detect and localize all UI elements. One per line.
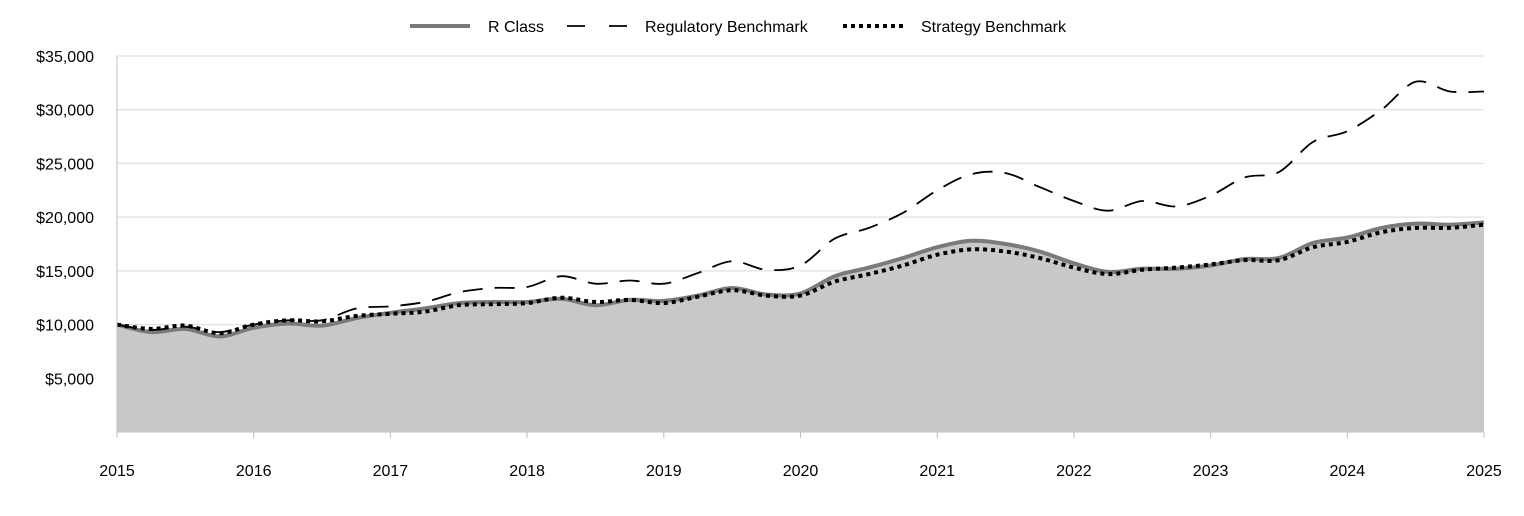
x-tick-label: 2015 [99,463,135,480]
y-tick-label: $35,000 [36,49,94,66]
legend-label-regulatory-benchmark: Regulatory Benchmark [645,19,809,36]
x-tick-label: 2017 [373,463,409,480]
axes: $5,000 $10,000 $15,000 $20,000 $25,000 $30,00… [36,49,1502,480]
x-tick-label: 2018 [509,463,545,480]
legend: R Class Regulatory Benchmark Strategy Benc… [410,19,1067,36]
series-line-regulatory-benchmark [116,80,1485,334]
x-tick-label: 2016 [236,463,272,480]
x-tick-label: 2022 [1056,463,1092,480]
legend-label-strategy-benchmark: Strategy Benchmark [921,19,1067,36]
y-tick-label: $25,000 [36,156,94,173]
x-tick-label: 2023 [1193,463,1229,480]
x-tick-label: 2024 [1330,463,1366,480]
x-tick-label: 2021 [919,463,955,480]
y-tick-label: $15,000 [36,264,94,281]
x-tick-label: 2025 [1466,463,1502,480]
y-tick-label: $20,000 [36,210,94,227]
series-area-r-class [117,222,1484,432]
series-layer [116,80,1485,432]
y-tick-label: $30,000 [36,103,94,120]
legend-label-r-class: R Class [488,19,544,36]
series-line-strategy-benchmark [116,222,1485,336]
x-tick-label: 2020 [783,463,819,480]
x-tick-label: 2019 [646,463,682,480]
y-tick-label: $10,000 [36,318,94,335]
y-tick-label: $5,000 [45,371,94,388]
